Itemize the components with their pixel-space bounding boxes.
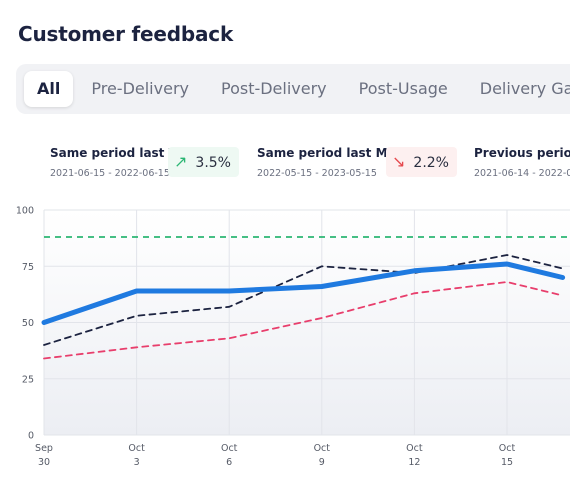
feedback-line-chart: 100 75 50 25 0 Sep 30 Oct 3 Oct 6 Oct 9 Oct 12 Oct 15	[16, 206, 570, 468]
comparison-label: Previous period	[474, 146, 570, 160]
series-line-last-year	[43, 254, 564, 346]
arrow-down-right-icon: ↘	[392, 152, 406, 171]
x-tick-month: Oct	[128, 443, 145, 454]
arrow-up-right-icon: ↗	[174, 152, 188, 171]
x-tick-month: Oct	[221, 443, 238, 454]
x-tick-month: Sep	[35, 443, 53, 454]
series-line-last-month	[43, 281, 564, 360]
x-tick-day: 30	[38, 457, 50, 468]
comparison-range: 2021-06-15 - 2022-06-15	[50, 168, 170, 179]
change-badge-up: ↗ 3.5%	[168, 147, 239, 177]
y-tick-label: 75	[22, 262, 34, 273]
x-tick-day: 6	[226, 457, 232, 468]
x-tick-month: Oct	[406, 443, 423, 454]
comparison-range: 2021-06-14 - 2022-06-1	[474, 168, 570, 179]
comparison-last-month: Same period last Month 2022-05-15 - 2023…	[257, 146, 419, 179]
x-tick-month: Oct	[499, 443, 516, 454]
tab-post-usage[interactable]: Post-Usage	[358, 79, 448, 98]
x-axis: Sep 30 Oct 3 Oct 6 Oct 9 Oct 12 Oct 15	[35, 443, 515, 468]
x-tick-day: 15	[501, 457, 513, 468]
comparison-previous-period: Previous period 2021-06-14 - 2022-06-1	[474, 146, 570, 179]
chart-series	[41, 254, 566, 360]
series-line-current	[41, 261, 566, 325]
comparison-label: Same period last Year	[50, 146, 199, 160]
tab-all[interactable]: All	[24, 71, 74, 107]
tab-pre-delivery[interactable]: Pre-Delivery	[91, 79, 189, 98]
change-value: 2.2%	[413, 155, 449, 171]
y-tick-label: 25	[22, 374, 34, 385]
change-badge-down: ↘ 2.2%	[386, 147, 457, 177]
y-axis: 100 75 50 25 0	[16, 206, 34, 442]
x-tick-day: 3	[134, 457, 140, 468]
x-tick-day: 12	[408, 457, 420, 468]
y-tick-label: 100	[16, 206, 34, 217]
y-tick-label: 0	[28, 431, 34, 442]
comparison-range: 2022-05-15 - 2023-05-15	[257, 168, 377, 179]
comparison-last-year: Same period last Year 2021-06-15 - 2022-…	[50, 146, 198, 179]
x-tick-day: 9	[319, 457, 325, 468]
page-title: Customer feedback	[18, 22, 234, 46]
comparison-label: Same period last Month	[257, 146, 419, 160]
feedback-tabs: All Pre-Delivery Post-Delivery Post-Usag…	[16, 64, 570, 114]
x-tick-month: Oct	[314, 443, 331, 454]
tab-delivery-gap[interactable]: Delivery Gap	[479, 79, 570, 98]
tab-post-delivery[interactable]: Post-Delivery	[220, 79, 327, 98]
y-tick-label: 50	[22, 318, 34, 329]
change-value: 3.5%	[195, 155, 231, 171]
